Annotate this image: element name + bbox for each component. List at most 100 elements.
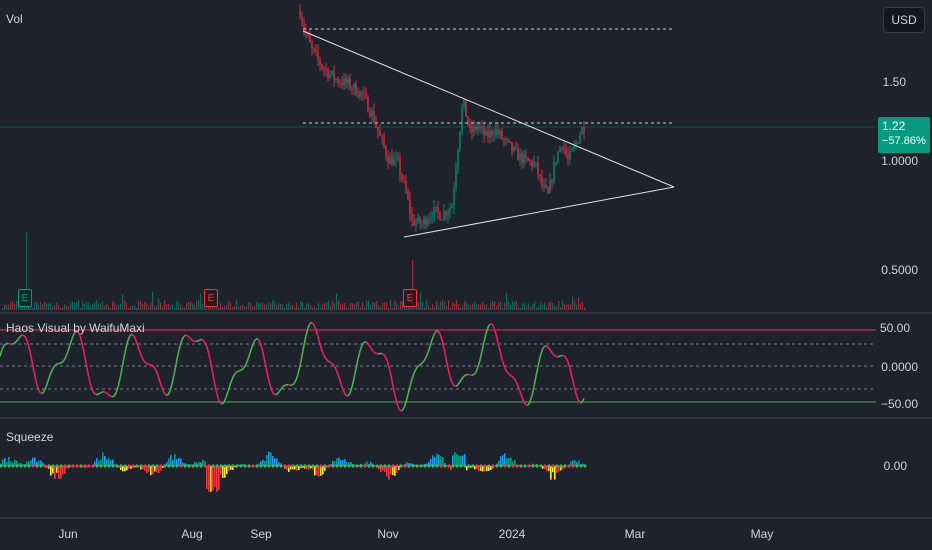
squeeze-dot [415,464,419,468]
squeeze-dot [535,464,539,468]
haos-segment [53,364,57,368]
haos-segment [149,363,153,367]
haos-segment [105,391,109,395]
volume-bar [536,307,538,310]
volume-bar [338,300,340,310]
squeeze-bar [206,466,208,489]
candle-body [411,213,413,220]
earnings-marker-2[interactable]: E [204,289,218,307]
haos-segment [519,391,523,398]
haos-segment [217,397,221,404]
volume-bar [136,307,138,310]
squeeze-title: Squeeze [6,430,54,444]
haos-segment [23,334,27,339]
squeeze-dot [207,464,211,468]
squeeze-bar [310,466,312,469]
squeeze-bar [130,466,132,469]
squeeze-bar [406,462,408,466]
candle-body [319,58,321,65]
squeeze-bar [26,461,28,466]
volume-bar [118,304,120,310]
haos-segment [265,367,269,378]
haos-segment [323,355,327,360]
squeeze-bar [330,464,332,466]
squeeze-dot [231,464,235,468]
candle-body [381,135,383,138]
haos-segment [471,373,475,376]
candle-body [491,130,493,136]
squeeze-bar [258,463,260,466]
squeeze-bar [314,466,316,476]
candle-body [301,17,303,23]
squeeze-bar [46,466,48,469]
volume-bar [580,303,582,310]
candle-body [415,222,417,226]
squeeze-bar [576,462,578,466]
volume-bar [426,300,428,310]
candle-body [449,208,451,213]
squeeze-dot [315,464,319,468]
squeeze-dot [223,464,227,468]
haos-segment [87,373,91,383]
haos-segment [291,383,295,386]
volume-bar [442,300,444,310]
squeeze-dot [83,464,87,468]
current-price: 1.22 [882,119,906,133]
haos-segment [351,378,355,388]
haos-segment [211,369,215,381]
volume-bar [116,305,118,310]
squeeze-dot [151,464,155,468]
haos-segment [121,357,125,369]
haos-level-neg50: −50.00 [880,397,918,411]
squeeze-bar [390,466,392,475]
squeeze-dot [543,464,547,468]
haos-segment [177,345,181,355]
volume-bar [394,300,396,310]
volume-bar [180,304,182,310]
haos-segment [391,380,395,391]
squeeze-dot [31,464,35,468]
squeeze-dot [107,464,111,468]
haos-segment [163,391,167,396]
candle-body [549,180,551,193]
haos-segment [527,401,531,406]
candle-body [535,162,537,164]
candle-body [351,88,353,90]
squeeze-dot [319,464,323,468]
candle-body [403,179,405,181]
haos-segment [429,339,433,347]
haos-segment [459,378,463,383]
earnings-marker-1[interactable]: E [18,289,32,307]
volume-bar [530,306,532,310]
volume-bar [250,302,252,310]
haos-segment [381,352,385,356]
haos-segment [71,333,75,340]
haos-segment [235,370,239,374]
volume-bar [164,300,166,310]
haos-segment [81,342,85,353]
earnings-marker-3[interactable]: E [403,289,417,307]
squeeze-bar [546,466,548,472]
candle-body [577,142,579,144]
squeeze-bar [394,466,396,476]
haos-segment [115,386,119,394]
candle-body [341,83,343,86]
squeeze-dot [451,464,455,468]
haos-segment [277,390,281,394]
volume-bar [458,304,460,310]
squeeze-bar [250,466,252,467]
volume-bar [290,304,292,310]
squeeze-bar [450,466,452,471]
volume-bar [352,303,354,310]
candle-body [453,188,455,207]
squeeze-bar [42,462,44,466]
volume-bar [194,304,196,310]
haos-segment [99,391,103,394]
currency-button[interactable]: USD [883,7,925,33]
volume-bar [284,307,286,310]
squeeze-bar [34,457,36,466]
squeeze-bar [94,461,96,466]
volume-bar [260,302,262,310]
candle-body [323,68,325,70]
haos-segment [103,391,107,394]
